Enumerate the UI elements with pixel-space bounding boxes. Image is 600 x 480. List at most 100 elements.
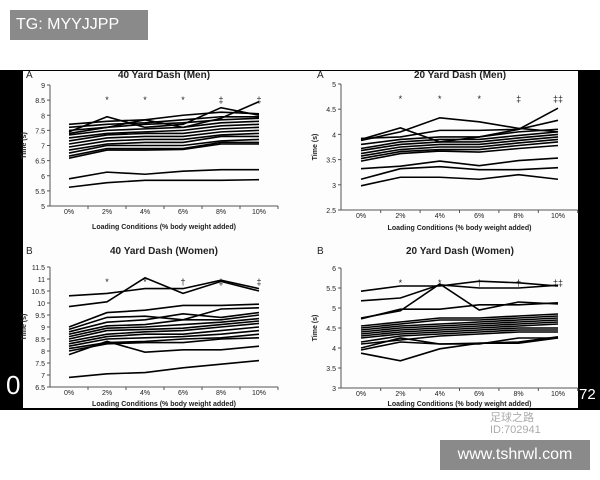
- series-line: [68, 317, 260, 338]
- y-tick-label: 3.5: [326, 158, 336, 165]
- y-tick-label: 6: [41, 174, 45, 181]
- series-line: [360, 173, 559, 187]
- significance-marker: *: [438, 278, 442, 288]
- chart-title: 40 Yard Dash (Men): [118, 70, 210, 81]
- significance-marker: *: [105, 277, 109, 287]
- watermark-id: ID:702941: [490, 424, 541, 436]
- significance-marker: ‡: [256, 277, 261, 287]
- series-line: [360, 141, 559, 160]
- y-tick-label: 7.5: [35, 361, 45, 368]
- series-line: [68, 123, 260, 139]
- series-line: [360, 317, 559, 331]
- series-line: [360, 315, 559, 329]
- y-tick-label: 11.5: [32, 265, 45, 272]
- series-line: [68, 138, 260, 154]
- series-line: [360, 319, 559, 333]
- series-line: [360, 157, 559, 170]
- significance-marker: ‡: [256, 95, 261, 105]
- x-tick-label: 0%: [356, 213, 366, 220]
- y-tick-label: 4.5: [326, 326, 336, 333]
- series-line: [68, 178, 260, 189]
- x-axis-label: Loading Conditions (% body weight added): [388, 225, 532, 232]
- series-line: [360, 133, 559, 152]
- series-line: [68, 120, 260, 136]
- series-line: [360, 280, 559, 292]
- series-line: [68, 129, 260, 145]
- x-tick-label: 4%: [435, 391, 445, 398]
- series-line: [68, 303, 260, 328]
- corner-digit: 0: [6, 370, 21, 400]
- x-tick-label: 4%: [435, 213, 445, 220]
- series-line: [68, 340, 260, 356]
- x-tick-label: 8%: [514, 391, 524, 398]
- y-tick-label: 9.5: [35, 313, 45, 320]
- series-line: [68, 307, 260, 331]
- series-line: [68, 314, 260, 335]
- y-tick-label: 3.5: [326, 366, 336, 373]
- channel-tag-label: TG: MYYJJPP: [10, 10, 148, 40]
- series-line: [68, 320, 260, 340]
- y-tick-label: 7.5: [35, 128, 45, 135]
- x-tick-label: 8%: [216, 390, 226, 397]
- series-line: [68, 168, 259, 180]
- x-tick-label: 0%: [356, 391, 366, 398]
- significance-marker: *: [399, 94, 403, 104]
- series-line: [68, 337, 260, 352]
- watermark-name: 足球之路: [490, 412, 534, 424]
- chart-title: 20 Yard Dash (Women): [406, 246, 514, 257]
- series-line: [360, 116, 559, 142]
- series-line: [68, 326, 260, 345]
- series-line: [360, 283, 559, 302]
- significance-marker: *: [399, 278, 403, 288]
- x-axis-label: Loading Conditions (% body weight added): [92, 224, 236, 231]
- significance-marker: *: [438, 94, 442, 104]
- series-line: [68, 276, 260, 308]
- significance-marker: *: [105, 95, 109, 105]
- y-tick-label: 9: [41, 325, 45, 332]
- panel-label: B: [26, 246, 33, 257]
- series-line: [360, 336, 559, 351]
- series-line: [360, 128, 559, 146]
- x-tick-label: 8%: [514, 213, 524, 220]
- y-tick-label: 6.5: [35, 159, 45, 166]
- x-tick-label: 10%: [551, 391, 565, 398]
- significance-marker: ‡‡: [553, 94, 563, 104]
- y-tick-label: 8: [41, 113, 45, 120]
- x-axis-label: Loading Conditions (% body weight added): [388, 401, 532, 408]
- y-tick-label: 5.5: [35, 189, 45, 196]
- y-tick-label: 3: [332, 183, 336, 190]
- x-tick-label: 6%: [474, 391, 484, 398]
- y-tick-label: 6: [332, 266, 336, 273]
- significance-marker: *: [143, 95, 147, 105]
- y-tick-label: 9: [41, 83, 45, 90]
- y-axis-label: Time (s): [312, 315, 319, 342]
- series-line: [68, 279, 260, 297]
- panel-label: A: [317, 70, 324, 81]
- series-line: [360, 302, 559, 320]
- y-axis-label: Time (s): [312, 134, 319, 161]
- y-tick-label: 3: [332, 386, 336, 393]
- y-tick-label: 5: [332, 82, 336, 89]
- series-line: [68, 143, 259, 159]
- series-line: [360, 165, 559, 181]
- x-tick-label: 0%: [64, 390, 74, 397]
- panel-label: B: [317, 246, 324, 257]
- y-tick-label: 10: [37, 301, 45, 308]
- series-line: [360, 138, 559, 157]
- website-label: www.tshrwl.com: [440, 440, 590, 470]
- x-tick-label: 4%: [140, 390, 150, 397]
- x-tick-label: 2%: [102, 390, 112, 397]
- series-line: [360, 131, 559, 150]
- series-line: [68, 322, 260, 343]
- series-line: [360, 144, 559, 162]
- x-tick-label: 10%: [252, 390, 266, 397]
- x-tick-label: 10%: [252, 209, 266, 216]
- y-tick-label: 11: [38, 277, 45, 284]
- series-line: [68, 311, 260, 333]
- x-tick-label: 6%: [178, 209, 188, 216]
- y-tick-label: 6.5: [35, 385, 45, 392]
- watermark: 足球之路 ID:702941: [490, 412, 541, 436]
- x-tick-label: 2%: [395, 213, 405, 220]
- x-tick-label: 6%: [178, 390, 188, 397]
